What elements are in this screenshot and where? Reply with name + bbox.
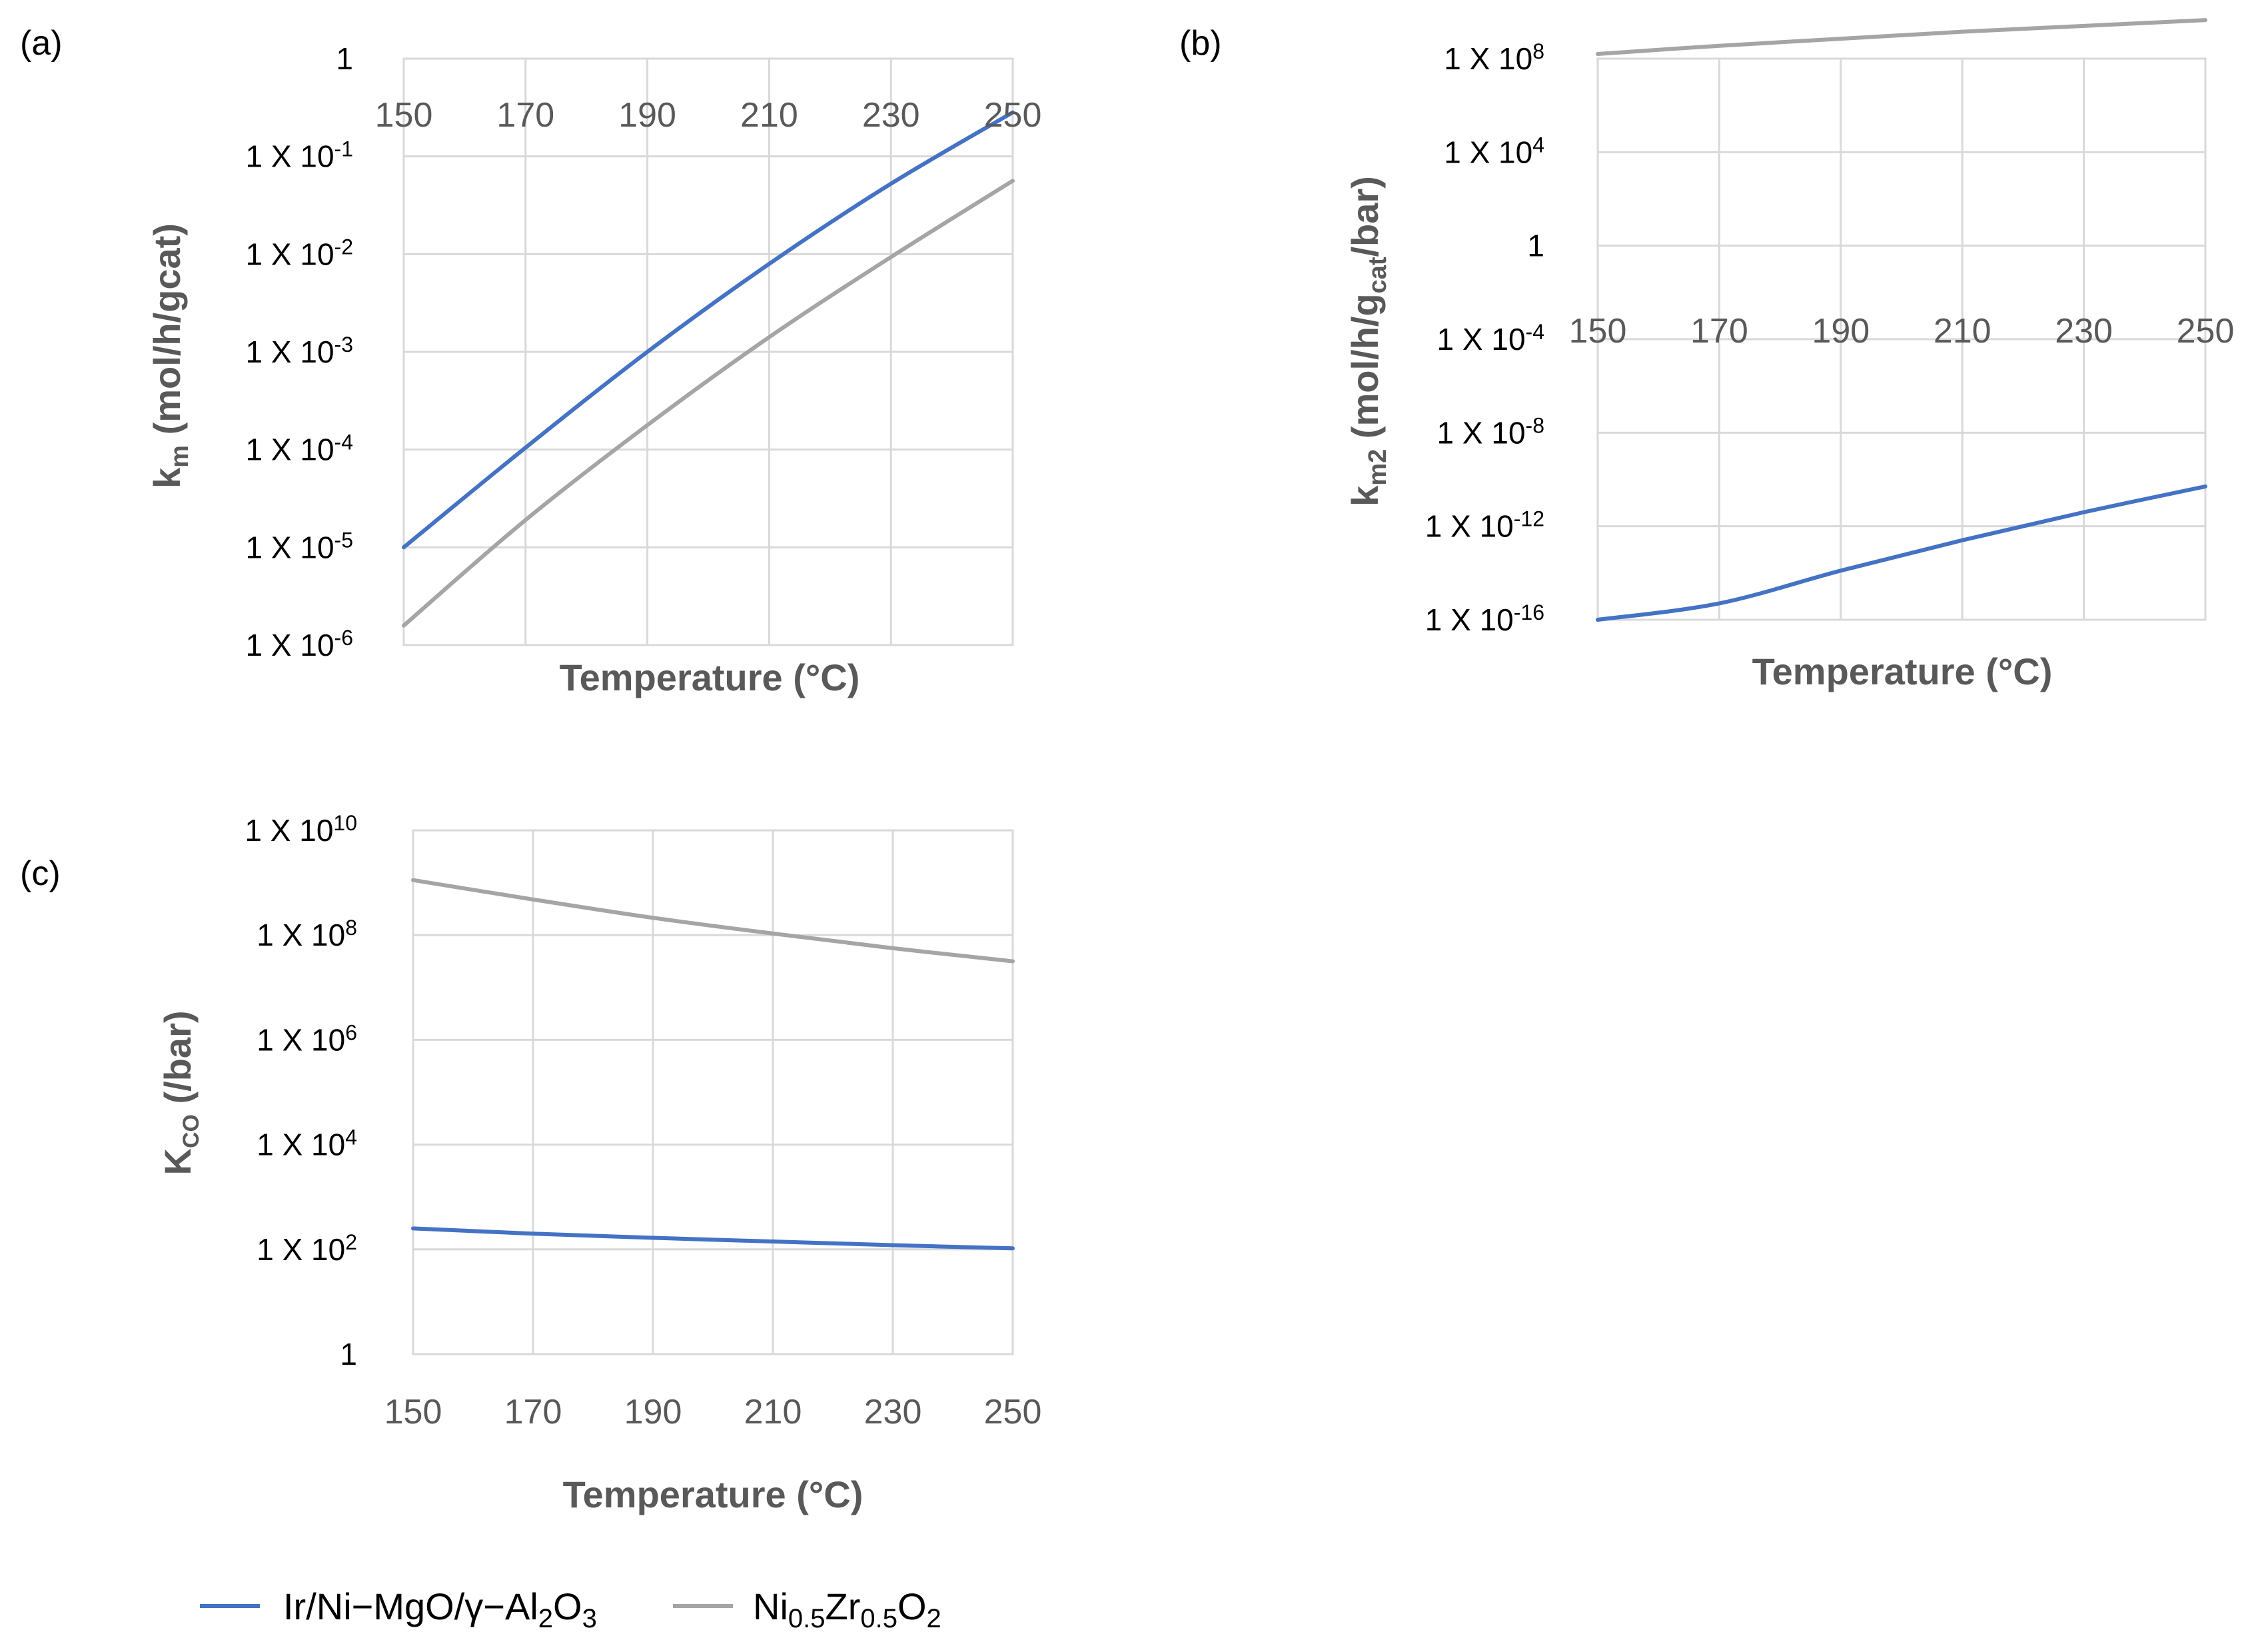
y-tick-label: 1 X 106 (257, 1020, 357, 1057)
y-tick-label: 1 (1527, 229, 1544, 263)
plot-area-frame (412, 829, 1014, 1355)
series-line-nizr (402, 179, 1015, 628)
x-tick-label: 170 (504, 1393, 562, 1431)
panel-a-y-axis-title: km (mol/h/gcat) (146, 223, 194, 488)
x-tick-label: 210 (740, 96, 798, 135)
legend-label-ir-ni: Ir/Ni−MgO/γ−Al2O3 (283, 1585, 597, 1633)
legend-label-nizr: Ni0.5Zr0.5O2 (753, 1585, 941, 1633)
y-tick-label: 1 X 10-12 (1425, 507, 1544, 544)
y-tick-label: 1 X 102 (257, 1230, 357, 1267)
x-tick-label: 230 (2055, 312, 2113, 351)
panel-b: (b) 150 170 190 210 230 250 1 X 108 1 X 104 1 1 … (1179, 18, 2235, 692)
y-tick-label: 1 X 10-5 (246, 528, 353, 564)
y-tick-label: 1 (340, 1337, 357, 1371)
panel-c: (c) 150 170 190 210 230 250 1 X 1010 1 X 108 1 … (20, 811, 1041, 1515)
panel-c-x-axis-title: Temperature (°C) (563, 1473, 863, 1515)
x-tick-label: 210 (1934, 312, 1991, 351)
series-line-ir-ni (411, 1226, 1015, 1251)
x-tick-label: 250 (984, 96, 1042, 135)
x-tick-label: 170 (1690, 312, 1748, 351)
x-tick-label: 210 (744, 1393, 802, 1431)
series-line-nizr (1596, 18, 2207, 56)
x-tick-label: 250 (2177, 312, 2235, 351)
x-tick-label: 170 (496, 96, 554, 135)
x-tick-label: 190 (1812, 312, 1870, 351)
y-tick-label: 1 X 10-8 (1437, 413, 1544, 450)
y-tick-label: 1 X 104 (257, 1126, 357, 1162)
y-tick-label: 1 X 10-1 (246, 137, 353, 174)
y-tick-label: 1 X 10-16 (1425, 600, 1544, 637)
panel-b-label: (b) (1179, 24, 1222, 63)
y-tick-label: 1 (336, 41, 353, 76)
series-line-ir-ni (402, 110, 1015, 550)
x-tick-label: 150 (384, 1393, 442, 1431)
panel-c-label: (c) (20, 854, 61, 893)
y-tick-label: 1 X 10-3 (246, 333, 353, 369)
legend: Ir/Ni−MgO/γ−Al2O3 Ni0.5Zr0.5O2 (200, 1585, 941, 1633)
y-tick-label: 1 X 10-4 (1437, 320, 1544, 357)
x-tick-label: 150 (1569, 312, 1627, 351)
panel-c-y-axis-title: KCO (/bar) (157, 1010, 204, 1175)
panel-a: (a) 150 170 190 210 230 250 1 1 X 10-1 1 X 10-2… (20, 24, 1041, 698)
panel-a-x-axis-title: Temperature (°C) (560, 656, 860, 698)
y-tick-label: 1 X 10-4 (246, 430, 353, 467)
x-tick-label: 230 (862, 96, 920, 135)
series-line-ir-ni (1596, 484, 2207, 622)
series-line-nizr (411, 878, 1015, 964)
y-tick-label: 1 X 10-2 (246, 235, 353, 271)
x-tick-label: 190 (624, 1393, 682, 1431)
y-tick-label: 1 X 104 (1444, 133, 1544, 169)
x-tick-label: 230 (864, 1393, 922, 1431)
panel-b-x-axis-title: Temperature (°C) (1752, 650, 2053, 692)
y-tick-label: 1 X 1010 (245, 811, 357, 848)
x-tick-label: 190 (618, 96, 676, 135)
x-tick-label: 250 (984, 1393, 1042, 1431)
panel-a-label: (a) (20, 24, 63, 63)
y-tick-label: 1 X 10-6 (246, 626, 353, 662)
y-tick-label: 1 X 108 (257, 916, 357, 952)
x-tick-label: 150 (375, 96, 433, 135)
panel-b-y-axis-title: km2 (mol/h/gcat/bar) (1344, 176, 1392, 506)
y-tick-label: 1 X 108 (1444, 39, 1544, 76)
